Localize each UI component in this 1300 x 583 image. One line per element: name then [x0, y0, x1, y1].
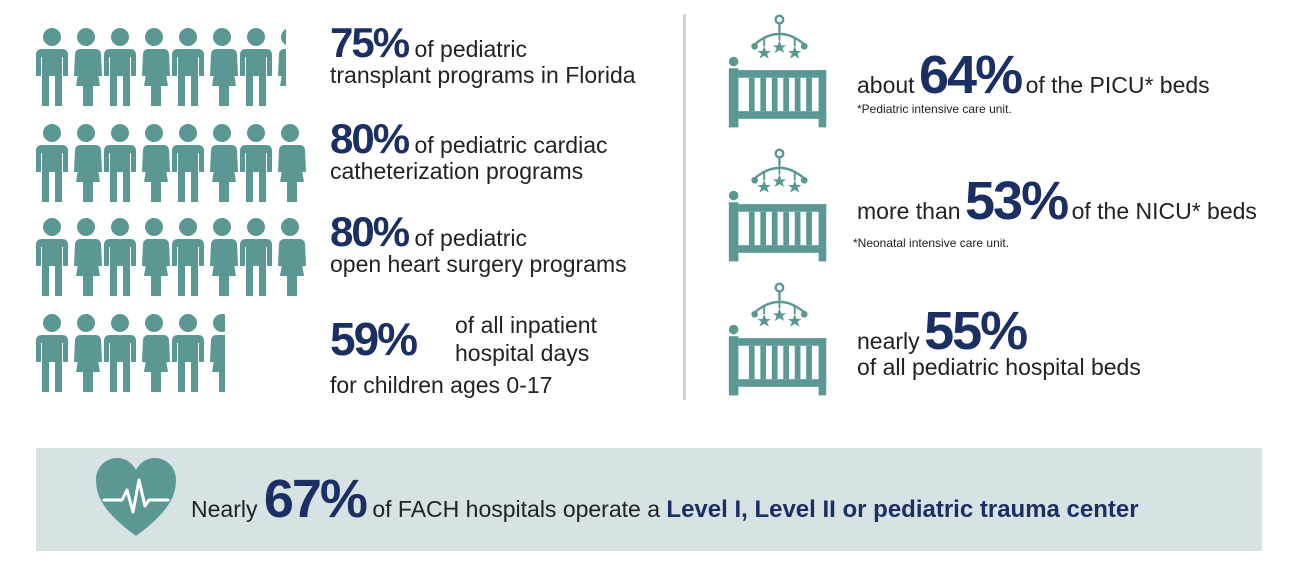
stat-prefix: more than — [857, 198, 961, 224]
heartbeat-icon — [96, 458, 176, 536]
stat-text-2: open heart surgery programs — [330, 251, 627, 277]
stat-prefix: nearly — [857, 328, 920, 354]
stat-footnote: *Pediatric intensive care unit. — [857, 102, 1012, 116]
people-row-2 — [36, 124, 306, 204]
stat-prefix: about — [857, 72, 915, 98]
stat-percent: 64% — [919, 45, 1023, 105]
stat-percent: 59% — [330, 313, 418, 365]
divider — [683, 14, 686, 400]
stat-nicu: more than 53% of the NICU* beds *Neonata… — [853, 170, 1257, 250]
stat-percent: 80% — [330, 115, 410, 162]
stat-percent: 80% — [330, 208, 410, 255]
stat-suffix: of all pediatric hospital beds — [857, 354, 1141, 380]
stat-text: of pediatric — [414, 225, 527, 251]
person-icon — [36, 314, 225, 392]
person-icon — [36, 218, 306, 296]
crib-icon — [727, 282, 828, 397]
stat-text: of all inpatient — [455, 312, 597, 338]
stat-text-2: catheterization programs — [330, 158, 584, 184]
person-icon — [36, 28, 286, 106]
people-row-3 — [36, 218, 306, 298]
stat-percent: 55% — [924, 301, 1028, 361]
stat-suffix: of the PICU* beds — [1025, 72, 1210, 98]
stat-catheterization: 80% of pediatric cardiac catheterization… — [330, 118, 608, 185]
crib-icon — [727, 14, 828, 129]
summary-percent: 67% — [263, 469, 368, 529]
person-icon — [36, 124, 306, 202]
stat-text-b: hospital days — [455, 340, 590, 366]
summary-band: Nearly 67% of FACH hospitals operate a L… — [36, 448, 1262, 551]
stat-suffix: of the NICU* beds — [1071, 198, 1257, 224]
summary-emphasis: Level I, Level II or pediatric trauma ce… — [666, 496, 1139, 523]
summary-text: Nearly 67% of FACH hospitals operate a L… — [191, 468, 1139, 530]
stat-text: of pediatric — [414, 36, 527, 62]
people-row-1 — [36, 28, 286, 108]
summary-prefix: Nearly — [191, 496, 258, 522]
stat-pediatric-beds: nearly 55% of all pediatric hospital bed… — [857, 300, 1141, 381]
stat-text-2: for children ages 0-17 — [330, 372, 553, 398]
stat-text: of pediatric cardiac — [414, 132, 608, 158]
stat-picu: about 64% of the PICU* beds *Pediatric i… — [857, 44, 1210, 116]
stat-percent: 75% — [330, 19, 410, 66]
stat-text-2: transplant programs in Florida — [330, 62, 636, 88]
crib-icon — [727, 148, 828, 263]
stat-percent: 53% — [965, 171, 1069, 231]
summary-middle: of FACH hospitals operate a — [372, 496, 661, 522]
people-row-4 — [36, 314, 225, 394]
stat-inpatient-days: 59% of all inpatient hospital days for c… — [330, 312, 630, 398]
stat-transplant: 75% of pediatric transplant programs in … — [330, 22, 636, 89]
stat-footnote: *Neonatal intensive care unit. — [853, 236, 1010, 250]
stat-open-heart: 80% of pediatric open heart surgery prog… — [330, 211, 627, 278]
